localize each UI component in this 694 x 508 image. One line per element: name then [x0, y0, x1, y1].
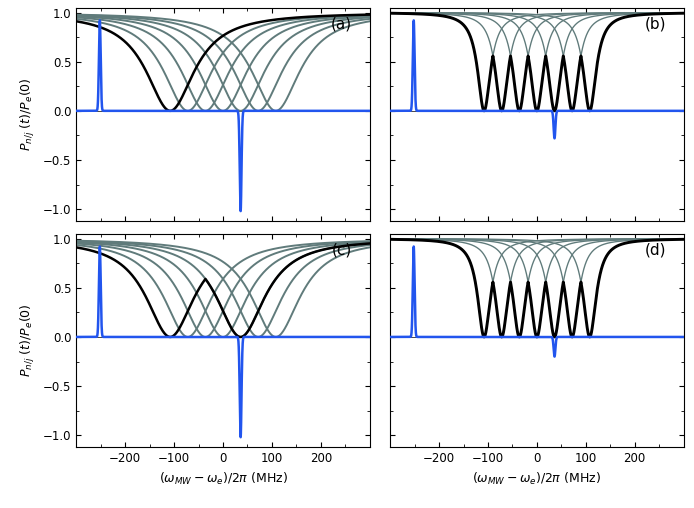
Y-axis label: $P_{n/j}\ (t)/P_e(0)$: $P_{n/j}\ (t)/P_e(0)$: [19, 77, 37, 151]
Text: (c): (c): [332, 242, 352, 257]
X-axis label: $(\omega_{MW}-\omega_e)/2\pi$ (MHz): $(\omega_{MW}-\omega_e)/2\pi$ (MHz): [473, 470, 602, 487]
Y-axis label: $P_{n/j}\ (t)/P_e(0)$: $P_{n/j}\ (t)/P_e(0)$: [19, 304, 37, 377]
Text: (a): (a): [331, 16, 352, 31]
X-axis label: $(\omega_{MW}-\omega_e)/2\pi$ (MHz): $(\omega_{MW}-\omega_e)/2\pi$ (MHz): [158, 470, 287, 487]
Text: (b): (b): [645, 16, 666, 31]
Text: (d): (d): [645, 242, 666, 257]
